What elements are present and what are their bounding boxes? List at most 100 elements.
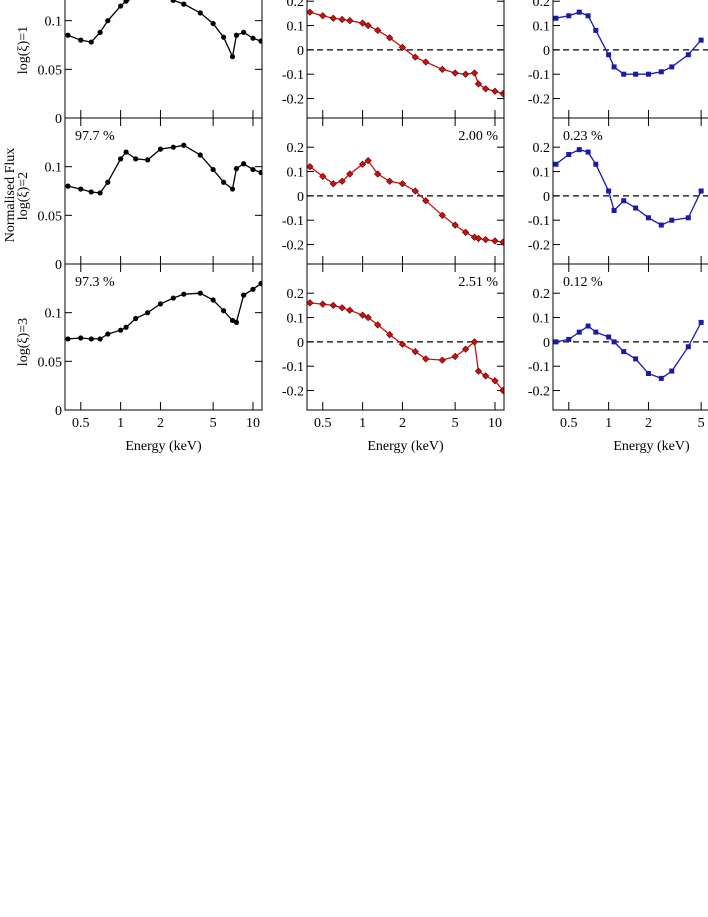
data-point [474, 367, 483, 375]
data-point [233, 166, 240, 172]
data-point [123, 149, 129, 155]
data-line [309, 11, 504, 95]
x-tick-label: 0.5 [72, 416, 90, 431]
data-point [411, 53, 419, 61]
data-point [229, 54, 236, 60]
y-tick-label: 0 [297, 336, 304, 351]
data-point [145, 157, 151, 163]
data-point [576, 9, 582, 15]
data-point [170, 144, 176, 150]
data-point [233, 32, 240, 38]
y-tick-label: 0 [55, 404, 62, 419]
data-line [555, 148, 702, 226]
data-point [250, 286, 256, 292]
y-tick-label: 0.05 [38, 209, 63, 224]
x-tick-label: 2 [399, 416, 406, 431]
y-tick-label: 0 [55, 258, 62, 273]
data-point [364, 156, 372, 165]
plot-area [553, 319, 704, 381]
data-point [658, 69, 664, 75]
y-tick-label: -0.1 [282, 214, 304, 229]
x-tick-label: 1 [605, 416, 612, 431]
data-point [398, 340, 407, 348]
data-point [241, 292, 247, 298]
data-point [118, 156, 124, 162]
data-point [346, 17, 354, 25]
y-tick-label: 0.1 [45, 161, 63, 176]
data-point [422, 197, 430, 205]
data-point [566, 13, 572, 19]
data-point [358, 19, 367, 27]
data-point [364, 21, 372, 30]
data-point [576, 147, 582, 153]
data-point [250, 166, 256, 173]
panel-label: 97.3 % [75, 275, 115, 290]
x-axis-label: Energy (keV) [613, 439, 690, 454]
y-tick-label: 0.1 [287, 20, 305, 35]
data-point [499, 238, 504, 246]
plot-area [65, 0, 262, 60]
data-point [411, 347, 419, 356]
row-label: log(ξ)=3 [16, 318, 31, 366]
data-point [229, 317, 236, 324]
plot-area [65, 280, 262, 342]
data-point [221, 179, 227, 185]
data-line [67, 0, 262, 59]
data-point [611, 64, 617, 70]
y-tick-label: 0.1 [45, 15, 63, 30]
y-tick-label: -0.1 [528, 214, 550, 229]
y-tick-label: 0 [543, 44, 550, 59]
y-tick-label: -0.2 [528, 93, 550, 108]
data-point [386, 330, 394, 339]
data-point [491, 237, 499, 245]
data-point [197, 290, 203, 296]
data-point [669, 368, 675, 374]
plot-area [553, 147, 704, 228]
x-tick-label: 5 [452, 416, 459, 431]
panel: 00.050.198.4 %log(ξ)=1 [16, 0, 263, 127]
data-point [411, 187, 419, 195]
x-tick-label: 10 [488, 416, 502, 431]
data-point [593, 329, 599, 335]
plot-area [307, 156, 504, 246]
data-line [309, 159, 504, 243]
y-tick-label: -0.2 [282, 93, 304, 108]
x-tick-label: 1 [117, 416, 124, 431]
data-point [133, 156, 139, 162]
data-point [461, 228, 470, 236]
data-point [258, 280, 262, 287]
data-point [374, 26, 382, 35]
data-point [210, 166, 216, 173]
data-point [685, 344, 691, 350]
data-point [621, 71, 627, 77]
y-tick-label: -0.2 [282, 385, 304, 400]
data-point [685, 52, 691, 58]
y-tick-label: 0 [55, 112, 62, 127]
data-point [422, 58, 430, 66]
data-point [358, 311, 367, 319]
data-point [611, 207, 617, 213]
data-point [97, 190, 103, 196]
row-label: log(ξ)=2 [16, 172, 31, 220]
y-tick-label: 0.2 [287, 141, 305, 156]
data-point [474, 234, 483, 243]
data-point [633, 356, 639, 362]
data-point [181, 1, 187, 7]
data-point [398, 180, 407, 188]
y-tick-label: -0.2 [528, 385, 550, 400]
data-point [88, 39, 94, 45]
data-point [606, 188, 612, 194]
x-tick-label: 2 [645, 416, 652, 431]
data-point [319, 172, 327, 181]
data-point [611, 339, 617, 345]
data-point [170, 295, 176, 301]
data-point [65, 336, 71, 342]
data-point [358, 160, 367, 168]
panel: -0.2-0.100.10.20.5125100.12 %Energy (keV… [528, 263, 708, 454]
data-point [645, 71, 651, 77]
data-line [309, 302, 504, 391]
data-point [438, 211, 446, 219]
data-point [181, 142, 187, 148]
data-point [482, 372, 490, 380]
